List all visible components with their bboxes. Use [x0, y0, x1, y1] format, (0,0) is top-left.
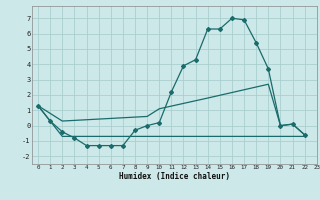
X-axis label: Humidex (Indice chaleur): Humidex (Indice chaleur) — [119, 172, 230, 181]
